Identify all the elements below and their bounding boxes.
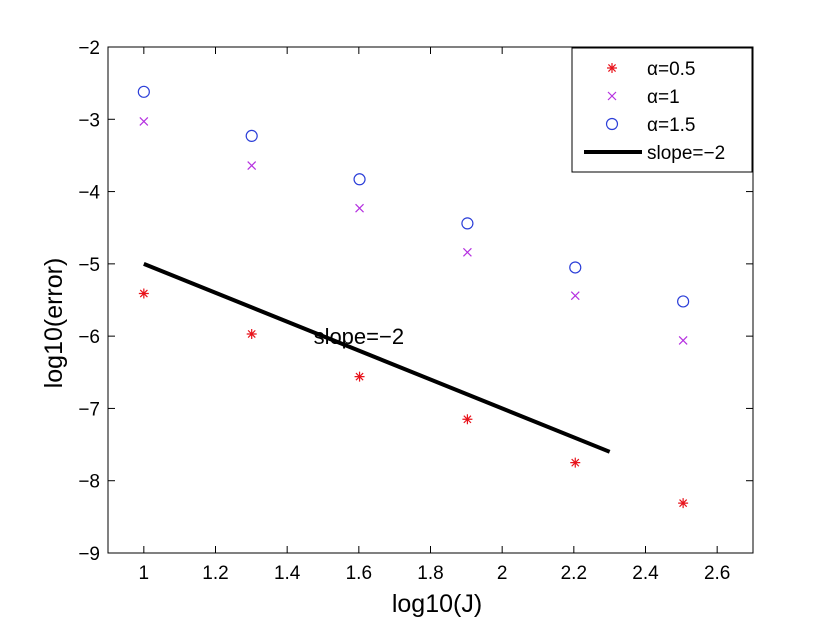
x-tick-label: 2.6 [704,563,730,584]
y-tick-label: −7 [78,399,100,420]
y-tick-label: −4 [78,183,100,204]
x-tick-label: 1.6 [346,563,372,584]
data-point-series-1 [139,117,149,126]
y-tick-label: −2 [78,38,100,59]
legend-label: α=0.5 [647,59,696,80]
data-point-series-0 [678,498,689,509]
data-point-series-2 [245,129,258,143]
data-point-series-2 [677,295,690,308]
y-tick-label: −8 [78,472,100,493]
data-point-series-2 [569,261,582,274]
y-tick-label: −3 [78,110,100,131]
plot-area: 1 1.2 1.4 1.6 1.8 2 2.2 2.4 2.6 −9 −8 −7 −6 −5 −4 −3 −2 s… [78,38,754,584]
data-point-series-1 [462,247,472,257]
legend-label: slope=−2 [647,143,725,164]
data-point-series-0 [570,457,581,468]
x-tick-label: 2 [497,563,508,584]
legend-label: α=1 [647,87,680,108]
data-point-series-1 [355,203,364,213]
x-axis-label: log10(J) [392,590,482,618]
series-slope-line [143,262,611,454]
legend: α=0.5 α=1 α=1.5 slope=−2 [571,47,753,173]
data-point-series-0 [246,328,257,339]
slope-annotation: slope=−2 [314,324,405,349]
legend-marker [607,63,617,73]
legend-marker [607,91,617,101]
data-point-series-1 [247,161,257,170]
x-tick-label: 2.4 [632,563,659,584]
data-point-series-0 [354,371,365,382]
legend-label: α=1.5 [647,115,696,136]
data-point-series-2 [353,173,366,186]
x-tick-label: 1.4 [274,563,301,584]
x-tick-label: 1.2 [202,563,228,584]
legend-marker [605,117,619,131]
y-tick-label: −9 [78,544,100,565]
x-tick-label: 1 [139,563,150,584]
data-point-series-1 [678,336,688,345]
x-tick-label: 2.2 [561,563,587,584]
y-tick-label: −6 [78,327,100,348]
data-point-series-1 [570,291,580,301]
data-point-series-2 [137,85,150,98]
y-axis-label: log10(error) [40,258,68,389]
data-point-series-0 [138,288,149,299]
data-point-series-2 [461,217,474,230]
x-tick-label: 1.8 [417,563,443,584]
data-point-series-0 [462,414,473,425]
y-tick-label: −5 [78,255,100,276]
